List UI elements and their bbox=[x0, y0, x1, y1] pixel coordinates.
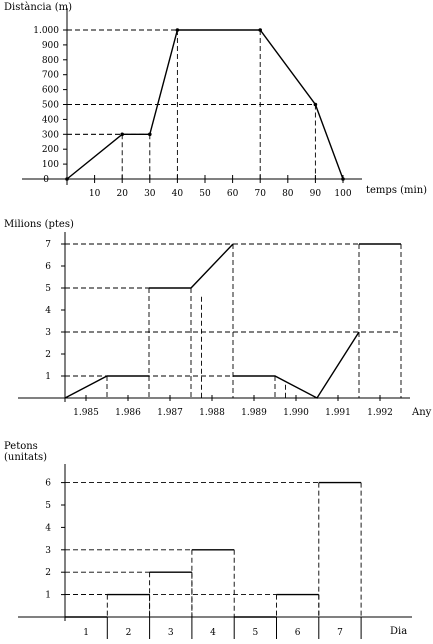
y-tick-label: 100 bbox=[42, 160, 59, 170]
y-tick-label: 6 bbox=[45, 479, 51, 489]
x-tick-label: 4 bbox=[210, 628, 216, 638]
x-axis-label: Dia bbox=[390, 626, 407, 637]
x-tick-label: 6 bbox=[295, 628, 301, 638]
y-tick-label: 5 bbox=[45, 284, 51, 294]
y-tick-label: 6 bbox=[45, 262, 51, 272]
data-point bbox=[65, 177, 69, 181]
x-tick-label: 2 bbox=[126, 628, 132, 638]
x-tick-label: 90 bbox=[310, 189, 322, 199]
y-tick-label: 5 bbox=[45, 501, 51, 511]
y-tick-label: 700 bbox=[42, 71, 59, 81]
x-tick-label: 7 bbox=[337, 628, 343, 638]
y-axis-label: Milions (ptes) bbox=[4, 219, 74, 230]
x-tick-label: 10 bbox=[89, 189, 101, 199]
y-tick-label: 400 bbox=[42, 115, 59, 125]
x-tick-label: 1.990 bbox=[283, 408, 309, 418]
y-tick-label: 1 bbox=[45, 591, 51, 601]
series-segment bbox=[233, 331, 360, 399]
x-tick-label: 20 bbox=[116, 189, 128, 199]
x-tick-label: 50 bbox=[199, 189, 211, 199]
data-point bbox=[148, 132, 152, 137]
x-tick-label: 1.989 bbox=[241, 408, 267, 418]
y-tick-label: 300 bbox=[42, 130, 59, 140]
millions-year-chart: 1 2 3 4 5 6 7 1.985 1.986 1.987 1.988 1.989 1.990 1.9… bbox=[4, 219, 432, 418]
y-tick-label: 500 bbox=[42, 101, 59, 111]
y-tick-label: 600 bbox=[42, 86, 59, 96]
data-point bbox=[120, 132, 124, 137]
x-tick-label: 1.986 bbox=[115, 408, 141, 418]
y-tick-label: 3 bbox=[45, 328, 51, 338]
x-tick-label: 1.992 bbox=[367, 408, 393, 418]
y-axis-label: Distància (m) bbox=[4, 2, 72, 13]
x-tick-label: 5 bbox=[252, 628, 258, 638]
x-tick-label: 100 bbox=[334, 189, 351, 199]
x-tick-label: 40 bbox=[172, 189, 184, 199]
data-point bbox=[258, 28, 263, 32]
x-tick-label: 1.985 bbox=[73, 408, 99, 418]
x-tick-label: 1.988 bbox=[199, 408, 225, 418]
y-tick-label: 4 bbox=[45, 306, 51, 316]
series-segment bbox=[149, 243, 234, 289]
x-tick-label: 3 bbox=[168, 628, 174, 638]
x-axis-label: Any bbox=[411, 407, 432, 418]
x-axis-label: temps (min) bbox=[366, 185, 427, 196]
y-tick-label: 2 bbox=[45, 350, 51, 360]
y-tick-label: 1.000 bbox=[33, 26, 59, 36]
y-tick-label: 1 bbox=[45, 372, 51, 382]
x-tick-label: 1 bbox=[83, 628, 89, 638]
y-tick-label: 900 bbox=[42, 41, 59, 51]
x-tick-label: 1.991 bbox=[325, 408, 351, 418]
y-axis-label-line: (unitats) bbox=[4, 452, 47, 463]
origin-label: 0 bbox=[43, 175, 49, 185]
x-tick-label: 1.987 bbox=[157, 408, 183, 418]
y-tick-label: 4 bbox=[45, 523, 51, 533]
y-tick-label: 800 bbox=[42, 56, 59, 66]
y-axis-label-line: Petons bbox=[4, 441, 38, 452]
x-tick-label: 70 bbox=[254, 189, 266, 199]
y-tick-label: 3 bbox=[45, 546, 51, 556]
x-tick-label: 60 bbox=[227, 189, 239, 199]
x-tick-label: 30 bbox=[144, 189, 156, 199]
y-tick-label: 7 bbox=[45, 240, 51, 250]
data-point bbox=[313, 102, 318, 107]
kisses-day-chart: 1 2 3 4 5 6 1 2 3 4 5 6 7 Petons (unitats) Dia bbox=[4, 441, 412, 639]
data-point bbox=[175, 28, 180, 32]
y-tick-label: 2 bbox=[45, 568, 51, 578]
y-tick-label: 200 bbox=[42, 145, 59, 155]
y-axis-label: Petons (unitats) bbox=[4, 441, 47, 463]
data-point bbox=[341, 177, 345, 181]
x-tick-label: 80 bbox=[282, 189, 294, 199]
series-segment bbox=[64, 375, 149, 399]
